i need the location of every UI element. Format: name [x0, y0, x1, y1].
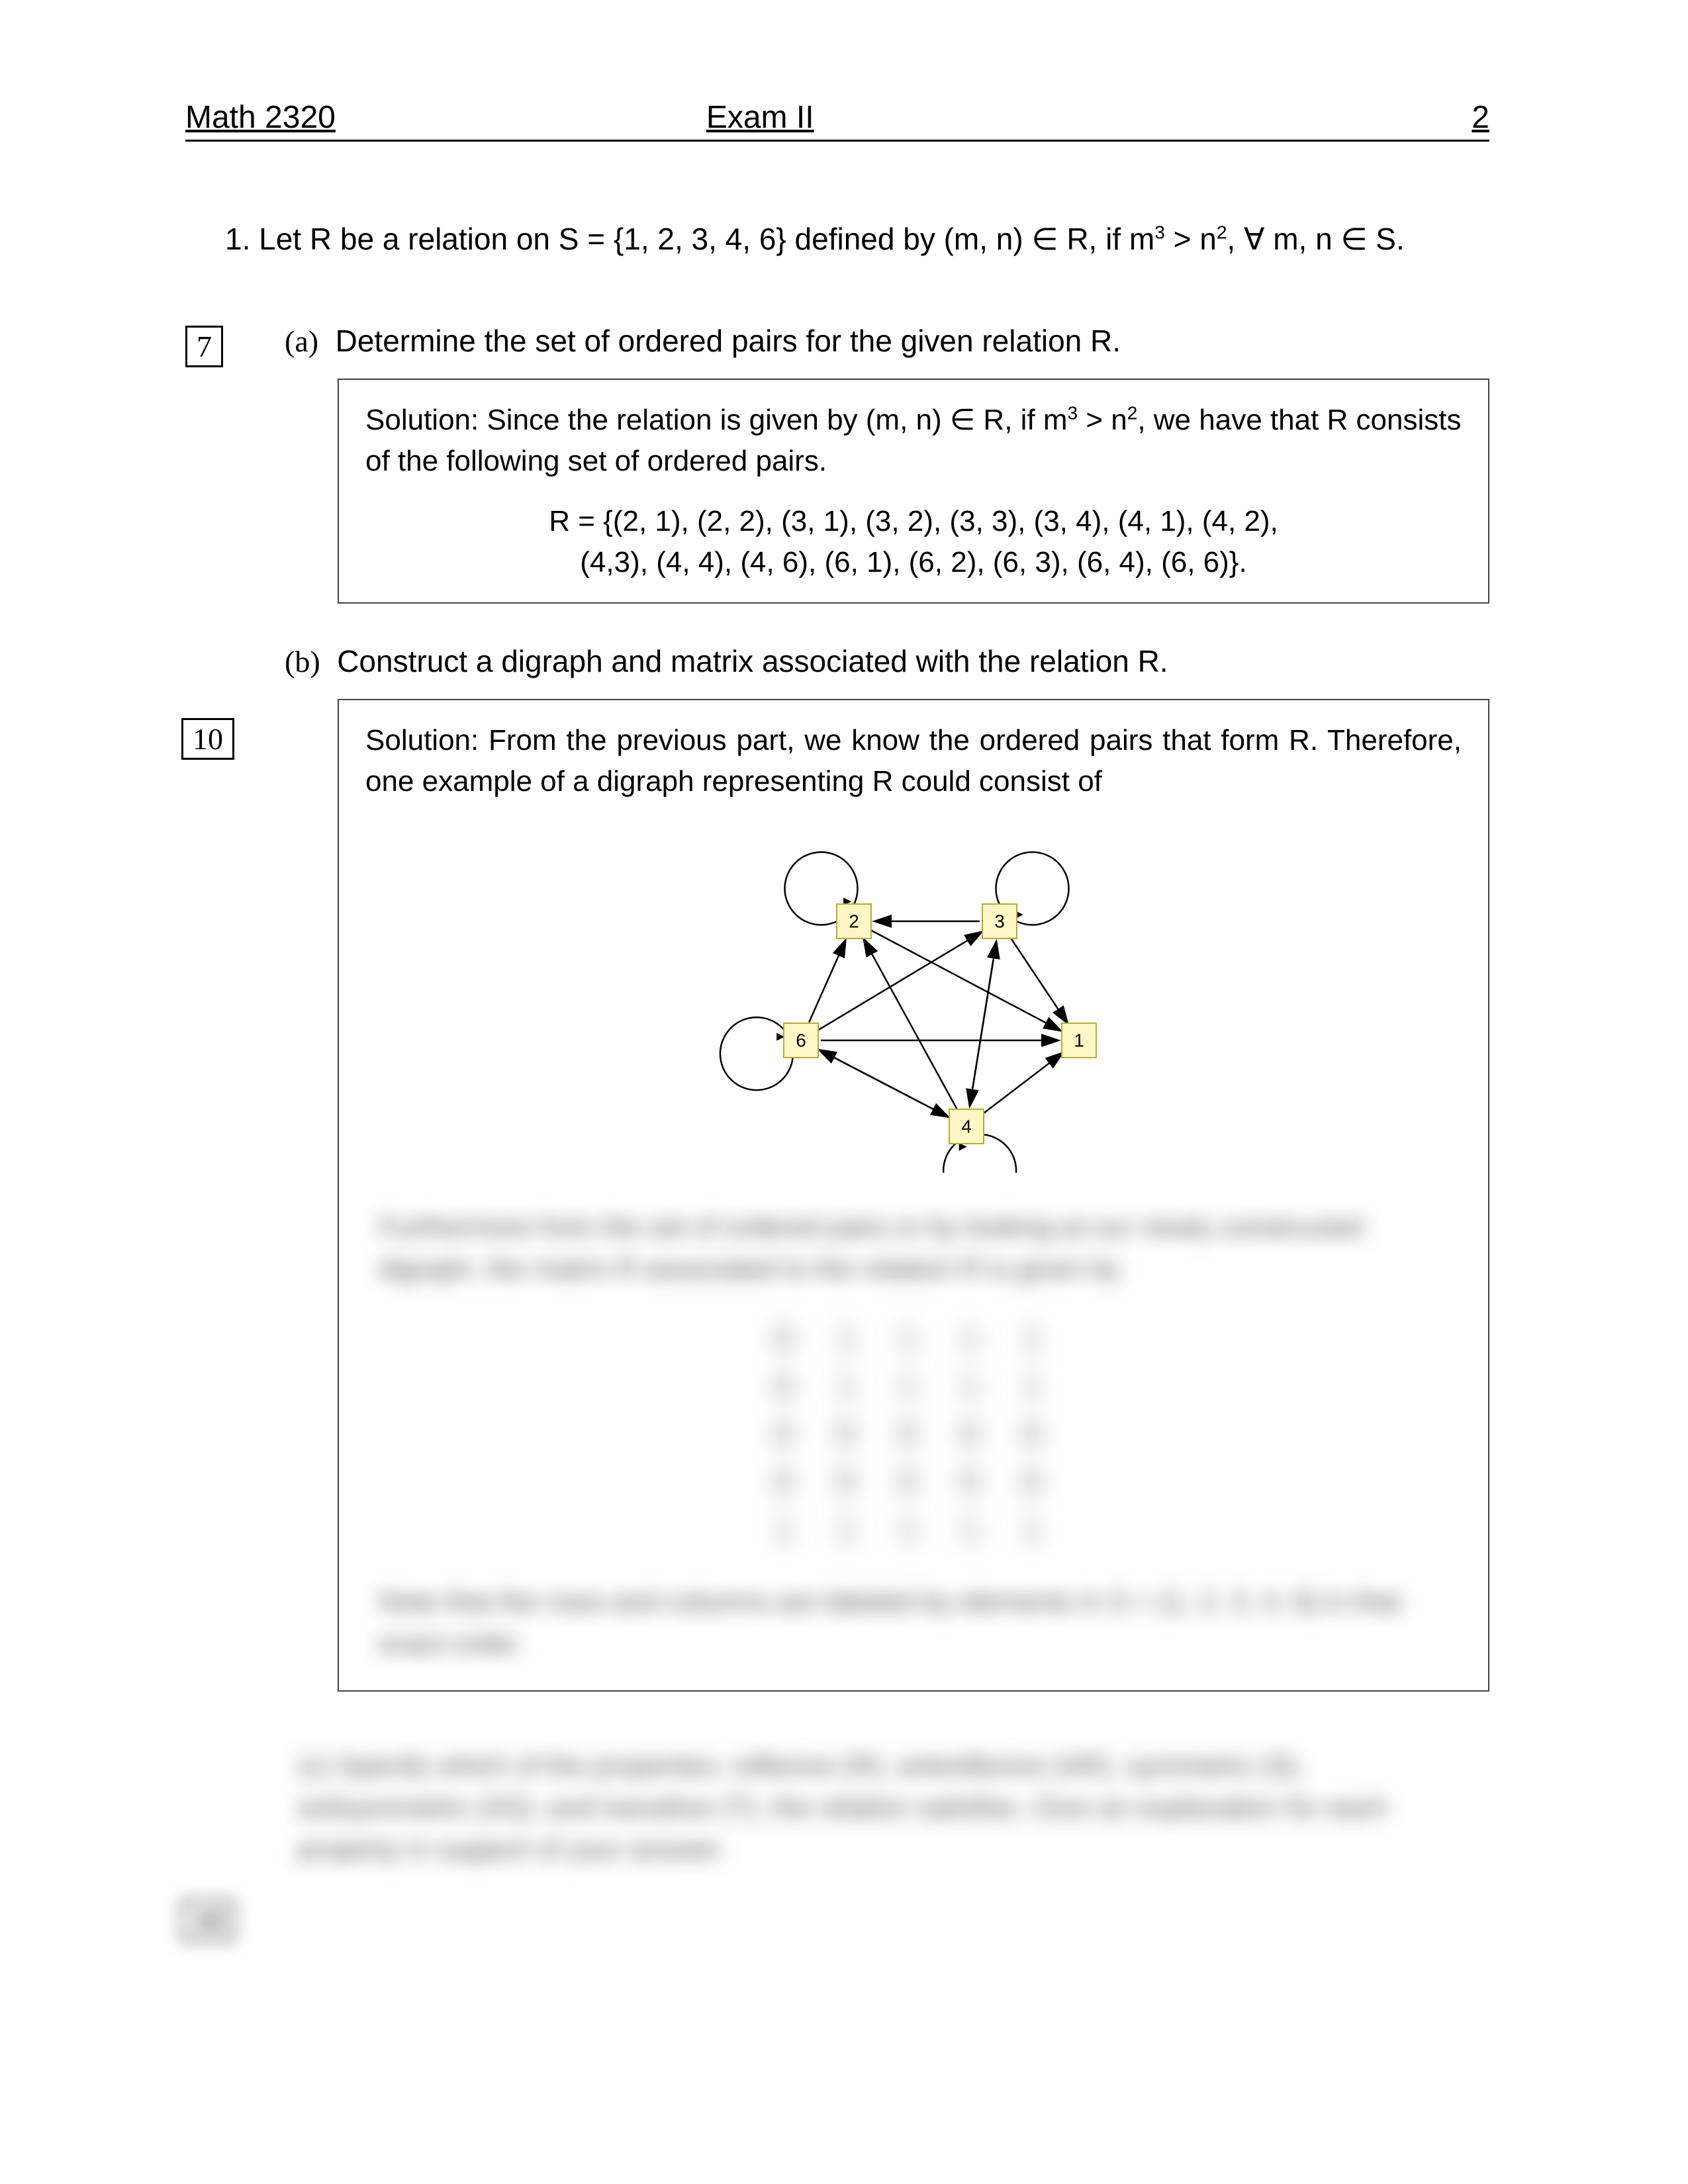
q1-text-suffix: , ∀ m, n ∈ S. [1227, 222, 1404, 256]
points-box-a: 7 [185, 326, 223, 367]
blurred-matrix: 0 1 1 1 1 0 1 1 1 1 0 0 0 0 0 0 0 0 0 0 … [379, 1316, 1448, 1554]
solution-box-a: Solution: Since the relation is given by… [338, 379, 1489, 604]
exam-title: Exam II [706, 99, 1472, 136]
sol-b-text: Solution: From the previous part, we kno… [365, 720, 1462, 801]
edge [864, 940, 957, 1109]
sol-a-text: Solution: Since the relation is given by… [365, 400, 1462, 481]
page-number: 2 [1472, 99, 1489, 136]
graph-node-label: 6 [796, 1030, 806, 1050]
edge [970, 942, 996, 1107]
part-c-text: (c) Specify which of the properties: ref… [298, 1750, 1387, 1864]
graph-node-label: 3 [994, 911, 1005, 931]
self-loop [720, 1017, 793, 1090]
edge [809, 940, 845, 1022]
matrix-row: 0 1 1 1 1 [379, 1363, 1448, 1411]
blurred-note: Note that the rows and columns are label… [379, 1580, 1448, 1664]
graph-node-label: 1 [1074, 1030, 1084, 1050]
matrix-row: 0 0 0 0 0 [379, 1411, 1448, 1459]
part-a-text: Determine the set of ordered pairs for t… [336, 324, 1121, 358]
pairs-line-1: R = {(2, 1), (2, 2), (3, 1), (3, 2), (3,… [365, 501, 1462, 542]
q1-text-mid: > n [1165, 222, 1217, 256]
ordered-pairs: R = {(2, 1), (2, 2), (3, 1), (3, 2), (3,… [365, 501, 1462, 582]
part-b: (b) Construct a digraph and matrix assoc… [285, 643, 1489, 679]
points-box-b: 10 [181, 718, 234, 760]
pairs-line-2: (4,3), (4, 4), (4, 6), (6, 1), (6, 2), (… [365, 542, 1462, 583]
matrix-row: 0 1 1 1 1 [379, 1316, 1448, 1363]
solution-box-b: Solution: From the previous part, we kno… [338, 699, 1489, 1691]
matrix-row: 0 0 0 0 0 [379, 1459, 1448, 1506]
part-c-blurred: (c) Specify which of the properties: ref… [285, 1731, 1489, 1883]
points-box-c: 10 [181, 1899, 234, 1941]
matrix-row: 1 1 1 1 1 [379, 1506, 1448, 1554]
question-1: 1. Let R be a relation on S = {1, 2, 3, … [225, 221, 1489, 257]
blurred-paragraph: Furthermore from the set of ordered pair… [365, 1193, 1462, 1677]
course-code: Math 2320 [185, 99, 336, 136]
edge [982, 1053, 1062, 1114]
sol-a-prefix: Solution: Since the relation is given by… [365, 404, 1068, 436]
edge [1011, 938, 1068, 1023]
digraph-figure: 2 3 1 4 6 [642, 829, 1185, 1173]
q1-text-prefix: 1. Let R be a relation on S = {1, 2, 3, … [225, 222, 1154, 256]
part-a: (a) Determine the set of ordered pairs f… [285, 323, 1489, 359]
part-b-label: (b) [285, 645, 320, 678]
edge [819, 1049, 948, 1116]
q1-exp2: 2 [1217, 222, 1227, 243]
graph-node-label: 2 [849, 911, 859, 931]
sol-a-exp2: 2 [1127, 402, 1138, 423]
page-header: Math 2320 Exam II 2 [185, 99, 1489, 142]
sol-a-mid: > n [1078, 404, 1127, 436]
q1-exp1: 3 [1154, 222, 1165, 243]
blurred-para1: Furthermore from the set of ordered pair… [379, 1206, 1448, 1289]
sol-a-exp1: 3 [1068, 402, 1078, 423]
graph-node-label: 4 [961, 1116, 972, 1136]
part-b-text: Construct a digraph and matrix associate… [337, 644, 1168, 678]
part-a-label: (a) [285, 324, 318, 358]
